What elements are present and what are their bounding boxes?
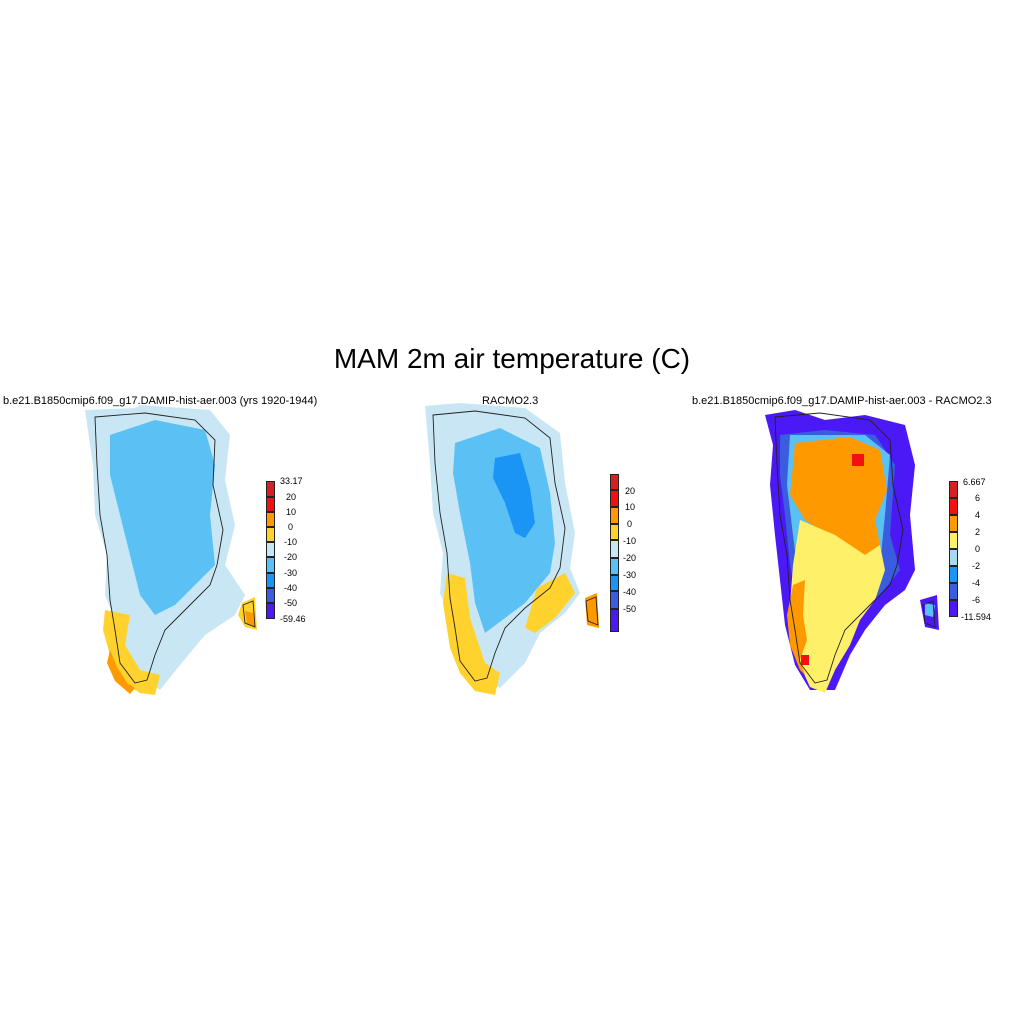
colorbar-label: -30 (623, 570, 637, 580)
colorbar-label: -40 (623, 587, 637, 597)
colorbar-label: 4 (975, 510, 981, 520)
colorbar-racmo: 20 10 0 -10 -20 -30 -40 -50 (610, 474, 636, 632)
colorbar-label: -10 (623, 536, 637, 546)
colorbar-label: -2 (972, 561, 981, 571)
colorbar-swatch (610, 540, 619, 558)
panel-title-racmo: RACMO2.3 (482, 395, 539, 407)
colorbar-label: 33.17 (280, 476, 303, 486)
colorbar-swatch (610, 507, 619, 524)
colorbar-label: -30 (284, 568, 298, 578)
colorbar-swatch (610, 524, 619, 540)
colorbar-label: 10 (286, 507, 297, 517)
colorbar-swatch (949, 481, 958, 498)
colorbar-swatch (610, 490, 619, 507)
greenland-map-racmo (425, 403, 599, 695)
colorbar-label: 20 (286, 492, 297, 502)
colorbar-swatch (949, 600, 958, 617)
colorbar-label: -20 (284, 552, 298, 562)
colorbar-model: 33.17 20 10 0 -10 -20 -30 -40 -50 -59.46 (266, 476, 306, 624)
colorbar-label: 2 (975, 527, 981, 537)
greenland-map-model (85, 405, 257, 695)
colorbar-swatch (949, 498, 958, 515)
colorbar-swatch (610, 558, 619, 575)
colorbar-label: -50 (623, 604, 637, 614)
figure-title: MAM 2m air temperature (C) (333, 343, 691, 374)
colorbar-label: 0 (975, 544, 981, 554)
colorbar-swatch (610, 575, 619, 591)
colorbar-swatch (266, 527, 275, 542)
colorbar-swatch (949, 549, 958, 566)
colorbar-swatch (266, 512, 275, 527)
colorbar-label: 6.667 (963, 477, 986, 487)
colorbar-label: 0 (627, 519, 633, 529)
colorbar-swatch (949, 515, 958, 532)
colorbar-label: 0 (288, 522, 294, 532)
colorbar-label: 6 (975, 493, 981, 503)
colorbar-swatch (949, 532, 958, 549)
colorbar-swatch (949, 583, 958, 600)
colorbar-label: -50 (284, 598, 298, 608)
colorbar-diff: 6.667 6 4 2 0 -2 -4 -6 -11.594 (949, 477, 991, 622)
colorbar-label: -40 (284, 583, 298, 593)
colorbar-swatch (266, 557, 275, 573)
colorbar-swatch (610, 609, 619, 632)
greenland-map-diff (765, 410, 939, 693)
colorbar-swatch (266, 573, 275, 588)
colorbar-swatch (610, 591, 619, 609)
colorbar-label: -6 (972, 595, 981, 605)
colorbar-label: 20 (625, 486, 636, 496)
colorbar-swatch (266, 542, 275, 557)
colorbar-label: -10 (284, 537, 298, 547)
panel-title-model: b.e21.B1850cmip6.f09_g17.DAMIP-hist-aer.… (3, 395, 318, 407)
colorbar-swatch (610, 474, 619, 490)
colorbar-label: -59.46 (280, 614, 306, 624)
colorbar-label: -20 (623, 553, 637, 563)
colorbar-label: -4 (972, 578, 981, 588)
colorbar-swatch (949, 566, 958, 583)
colorbar-swatch (266, 481, 275, 497)
panel-title-diff: b.e21.B1850cmip6.f09_g17.DAMIP-hist-aer.… (692, 395, 992, 407)
colorbar-label: 10 (625, 502, 636, 512)
colorbar-label: -11.594 (961, 612, 991, 622)
colorbar-swatch (266, 497, 275, 512)
colorbar-swatch (266, 588, 275, 603)
colorbar-swatch (266, 603, 275, 619)
